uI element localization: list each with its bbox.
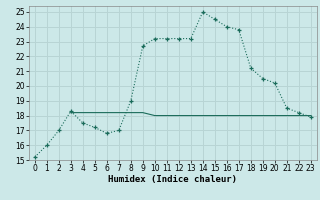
X-axis label: Humidex (Indice chaleur): Humidex (Indice chaleur) — [108, 175, 237, 184]
